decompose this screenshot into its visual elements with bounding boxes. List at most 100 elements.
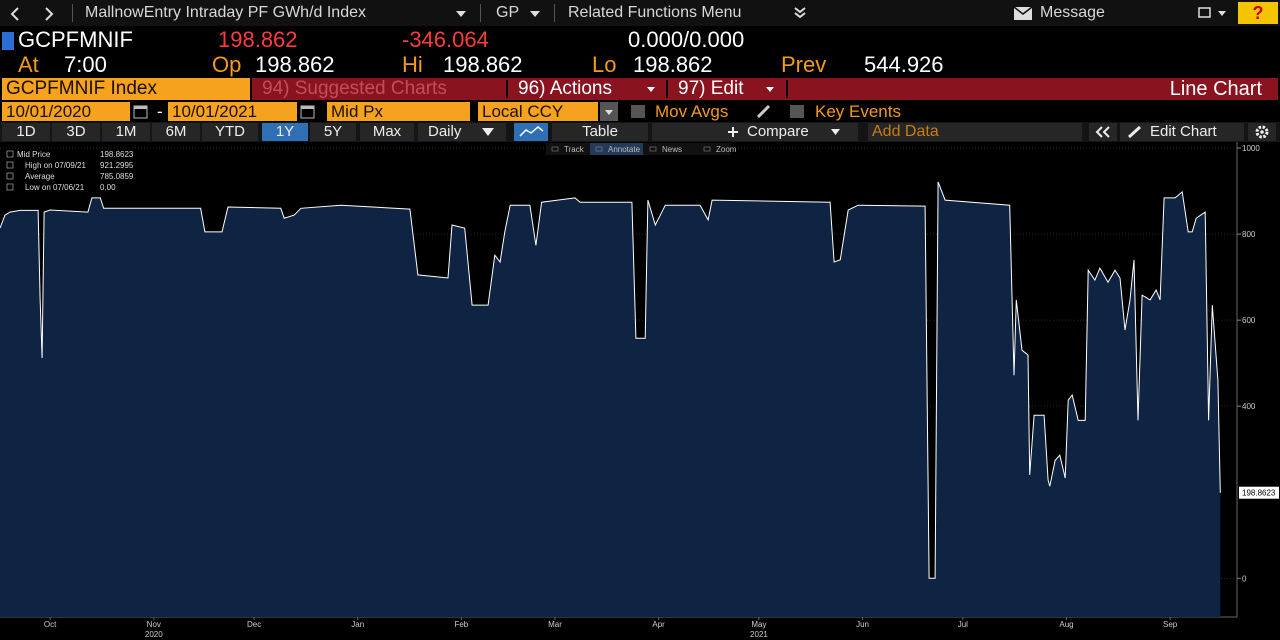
checkbox[interactable] [631, 105, 645, 118]
edit-menu[interactable]: 97) Edit [678, 78, 744, 99]
edit-chart-button[interactable]: Edit Chart [1150, 123, 1217, 140]
legend-swatch [6, 161, 14, 169]
nav-arrows[interactable] [8, 6, 58, 22]
x-tick-label: May [751, 620, 766, 629]
last-price: 198.862 [218, 27, 298, 52]
series-line [0, 181, 1221, 579]
suggested-charts[interactable]: 94) Suggested Charts [262, 78, 447, 99]
legend-swatch [6, 183, 14, 191]
legend-label: Low on 07/06/21 [25, 183, 85, 192]
period-button[interactable]: 1Y [262, 123, 308, 141]
last-value-box [1239, 486, 1279, 499]
security-field[interactable]: GCPFMNIF Index [2, 78, 250, 100]
pencil-icon [1127, 125, 1142, 139]
tool-icon [649, 146, 657, 152]
window-icon[interactable] [1198, 6, 1232, 20]
settings-button[interactable] [1248, 123, 1276, 141]
ticker-marker [2, 32, 14, 50]
divider [666, 80, 668, 98]
legend-value: 785.0859 [100, 172, 134, 181]
tool-highlight [590, 143, 643, 155]
y-tick-label: 400 [1242, 402, 1256, 411]
start-date[interactable]: 10/01/2020 [2, 102, 130, 121]
dropdown-icon [482, 128, 494, 136]
divider [506, 80, 508, 98]
compare-button[interactable]: Compare [747, 123, 809, 140]
stat-label: Hi [402, 52, 423, 77]
calendar-icon[interactable] [300, 104, 316, 119]
divider [786, 80, 788, 98]
legend-label: High on 07/09/21 [25, 161, 86, 170]
tool-icon [595, 146, 603, 152]
stat-value: 198.862 [633, 52, 713, 77]
x-tick-label: Dec [247, 620, 261, 629]
related-menu[interactable]: Related Functions Menu [568, 4, 742, 21]
chart-tool[interactable]: News [662, 145, 682, 154]
stat-label: Prev [781, 52, 827, 77]
ticker: GCPFMNIF [18, 27, 133, 52]
function-gp[interactable]: GP [496, 4, 520, 21]
price-field[interactable]: Mid Px [327, 102, 470, 121]
actions-menu[interactable]: 96) Actions [518, 78, 612, 99]
frequency[interactable]: Daily [418, 123, 506, 141]
checkbox[interactable] [790, 105, 804, 118]
legend-value: 921.2995 [100, 161, 134, 170]
x-tick-label: Oct [44, 620, 57, 629]
stat-label: Op [212, 52, 242, 77]
period-button[interactable]: Max [360, 123, 414, 141]
tool-icon [551, 146, 559, 152]
add-data-field[interactable]: Add Data [868, 123, 1082, 141]
table-button[interactable]: Table [552, 123, 648, 141]
dropdown-icon [647, 87, 655, 92]
line-chart-button[interactable] [514, 123, 548, 141]
menu-icon [794, 7, 806, 19]
y-tick-label: 1000 [1242, 144, 1260, 153]
end-date[interactable]: 10/01/2021 [168, 102, 297, 121]
key-events[interactable]: Key Events [815, 102, 901, 121]
period-button[interactable]: 3D [52, 123, 100, 141]
mov-avgs[interactable]: Mov Avgs [655, 102, 729, 121]
last-value-label: 198.8623 [1242, 489, 1276, 498]
currency-dropdown[interactable] [600, 102, 618, 121]
y-tick-label: 0 [1242, 574, 1247, 583]
chart-tool[interactable]: Zoom [716, 145, 737, 154]
collapse-button[interactable] [1089, 123, 1117, 141]
divider [480, 4, 481, 22]
period-button[interactable]: 6M [152, 123, 200, 141]
period-button[interactable]: 5Y [310, 123, 356, 141]
chart-tool[interactable]: Track [564, 145, 585, 154]
currency-field[interactable]: Local CCY [478, 102, 598, 121]
y-tick-label: 600 [1242, 316, 1256, 325]
chart: 0 400 600 800 1000 Oct Nov Dec Jan Feb Mar Apr May Ju… [0, 142, 1279, 639]
dropdown-icon [766, 87, 774, 92]
dropdown-icon [831, 129, 840, 135]
message[interactable]: Message [1040, 4, 1105, 21]
pencil-icon[interactable] [756, 104, 772, 119]
stat-label: Lo [592, 52, 617, 77]
x-tick-label: Jun [856, 620, 869, 629]
divider [554, 4, 555, 22]
help-button[interactable]: ? [1238, 2, 1278, 24]
period-button[interactable]: 1D [2, 123, 50, 141]
stat-label: At [18, 52, 39, 77]
net-change: -346.064 [402, 27, 489, 52]
year-label: 2020 [145, 630, 163, 639]
x-tick-label: Jul [958, 620, 968, 629]
legend-value: 198.8623 [100, 150, 134, 159]
x-tick-label: Feb [454, 620, 468, 629]
stat-value: 198.862 [443, 52, 523, 77]
chart-tool[interactable]: Annotate [608, 145, 641, 154]
plus-icon [728, 127, 738, 137]
year-label: 2021 [750, 630, 768, 639]
period-button[interactable]: YTD [202, 123, 258, 141]
period-button[interactable]: 1M [102, 123, 150, 141]
calendar-icon[interactable] [133, 104, 149, 119]
x-tick-label: Mar [548, 620, 562, 629]
edit-chart-bg [1120, 123, 1244, 141]
bid-ask: 0.000/0.000 [628, 27, 745, 52]
compare-button-bg [652, 123, 858, 141]
series-area [0, 181, 1221, 617]
security-title[interactable]: MallnowEntry Intraday PF GWh/d Index [85, 4, 366, 21]
legend-label: Mid Price [17, 150, 51, 159]
